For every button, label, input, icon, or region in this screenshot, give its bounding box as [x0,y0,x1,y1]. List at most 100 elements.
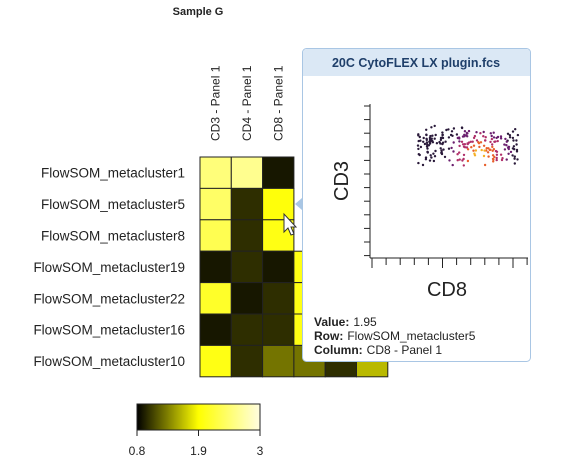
plot-dot [425,133,428,137]
plot-dot [482,154,486,158]
heatmap-cell[interactable] [230,313,264,346]
tooltip-value: FlowSOM_metacluster5 [347,329,475,343]
plot-dot [500,158,504,162]
colorbar-tick-label: 1.9 [190,444,207,458]
heatmap-cell[interactable] [262,250,295,284]
tooltip-line: Column: CD8 - Panel 1 [314,343,442,357]
heatmap-cell[interactable] [230,187,264,221]
plot-dot [513,155,516,158]
plot-dot [473,134,477,138]
plot-dot [492,136,496,139]
plot-dot [490,137,494,141]
plot-dot [508,134,512,137]
plot-dot [509,150,513,154]
plot-dot [448,159,451,162]
plot-dot [443,155,447,159]
plot-dot [466,148,470,151]
column-label: CD8 - Panel 1 [271,65,285,141]
heatmap-cell[interactable] [199,156,232,189]
row-label: FlowSOM_metacluster19 [33,260,185,275]
heatmap-cell[interactable] [230,344,264,378]
plot-dot [431,141,435,144]
plot-dot [487,155,490,158]
heatmap-cell[interactable] [262,282,295,315]
heatmap-cell[interactable] [262,187,295,221]
heatmap-cell[interactable] [262,313,295,346]
plot-dot [429,134,432,138]
plot-dot [471,140,474,143]
tooltip-key: Column: [314,343,363,357]
plot-dot [477,142,481,145]
plot-dot [450,146,453,150]
plot-dot [485,147,488,150]
heatmap-cell[interactable] [262,156,295,189]
plot-dot [458,158,461,161]
column-label: CD4 - Panel 1 [240,65,254,141]
heatmap-cell[interactable] [199,282,232,315]
plot-dot [426,151,429,154]
plot-dot [418,153,421,157]
plot-dot [484,136,487,139]
plot-dot [473,152,476,155]
heatmap-cell[interactable] [199,219,232,252]
plot-dot [499,135,503,138]
plot-dot [496,139,499,143]
plot-dot [489,148,492,151]
heatmap-cell[interactable] [199,344,232,378]
plot-dot [482,144,486,147]
plot-dot [426,144,429,148]
heatmap-cell[interactable] [199,313,232,346]
heatmap-cell[interactable] [199,187,232,221]
tooltip-line: Row: FlowSOM_metacluster5 [314,329,476,343]
plot-dot [462,164,465,167]
heatmap-cell[interactable] [262,344,295,378]
heatmap-cell[interactable] [230,250,264,284]
plot-dot [475,131,478,134]
heatmap-cell[interactable] [230,282,264,315]
colorbar [136,403,261,431]
plot-dot [441,131,444,134]
plot-dot [425,128,428,131]
plot-dot [435,142,439,145]
plot-dot [439,147,442,150]
plot-dot [472,136,476,140]
plot-dot [491,157,495,161]
plot-dot [429,154,432,157]
tooltip-key: Row: [314,329,343,343]
plot-dot [417,147,420,151]
plot-dot [475,139,479,142]
plot-dot [482,135,485,138]
plot-dot [465,146,469,149]
plot-dot [455,133,459,136]
heatmap-cell[interactable] [230,219,264,252]
colorbar-tick-label: 0.8 [129,444,146,458]
plot-dot [425,141,429,144]
plot-dot [489,132,492,135]
plot-dot [447,136,451,139]
plot-dot [483,163,487,167]
tooltip-pointer [295,198,302,210]
plot-dot [450,130,454,133]
plot-dot [472,149,475,152]
tooltip-key: Value: [314,315,349,329]
plot-dot [461,159,464,162]
plot-dot [505,158,508,161]
plot-dot [491,154,495,157]
plot-dot [513,157,516,160]
row-label: FlowSOM_metacluster16 [33,323,185,338]
plot-dot [496,135,500,139]
plot-dot [474,149,478,152]
heatmap-cell[interactable] [199,250,232,284]
plot-dot [467,141,471,144]
heatmap-cell[interactable] [230,156,264,189]
plot-dot [491,143,494,146]
plot-dot [511,136,515,140]
plot-dot [447,147,451,150]
plot-dot [465,131,468,135]
plot-dot [423,142,427,146]
plot-dot [432,152,435,155]
plot-dot [482,130,485,134]
colorbar-tick-label: 3 [257,444,264,458]
